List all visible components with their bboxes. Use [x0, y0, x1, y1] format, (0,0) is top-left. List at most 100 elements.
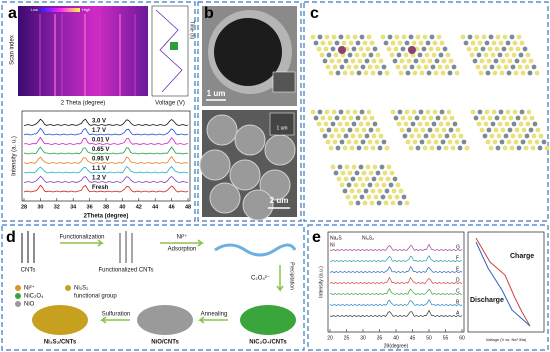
x-tick-label: 50: [426, 335, 432, 341]
atom: [498, 40, 504, 46]
atom: [499, 70, 505, 76]
xrd-curve: [23, 184, 189, 193]
atom: [387, 194, 393, 200]
atom: [466, 46, 472, 52]
atom: [383, 200, 389, 206]
time-label: Time (h): [189, 21, 195, 40]
atom: [513, 139, 519, 145]
atom: [324, 109, 330, 115]
heatmap-x-label: 2 Theta (degree): [61, 101, 106, 107]
atom: [528, 127, 534, 133]
atom: [503, 133, 509, 139]
atom: [531, 133, 537, 139]
atom: [381, 182, 387, 188]
atom: [521, 58, 527, 64]
functionalized-label: Functionalized CNTs: [98, 268, 153, 274]
atom: [342, 70, 348, 76]
sphere: [242, 189, 274, 221]
panel-label: e: [312, 229, 321, 246]
atom: [345, 34, 351, 40]
atom: [361, 127, 367, 133]
atom: [335, 70, 341, 76]
atom: [352, 34, 358, 40]
atom: [345, 109, 351, 115]
atom: [375, 127, 381, 133]
legend-high: High: [82, 7, 90, 12]
x-tick-label: 60: [459, 335, 465, 341]
atom: [479, 127, 485, 133]
atom: [340, 127, 346, 133]
atom: [434, 127, 440, 133]
atom: [366, 34, 372, 40]
atom: [378, 133, 384, 139]
atom: [477, 109, 483, 115]
atom: [506, 70, 512, 76]
atom: [449, 115, 455, 121]
atom: [361, 52, 367, 58]
heatmap-stripes: [39, 14, 136, 96]
atom: [382, 170, 388, 176]
atom: [415, 145, 421, 151]
atom: [330, 164, 336, 170]
xrd-curve: [329, 243, 463, 252]
atom: [365, 121, 371, 127]
atom: [421, 46, 427, 52]
atom: [437, 133, 443, 139]
atom: [391, 188, 397, 194]
atom: [444, 64, 450, 70]
atom: [359, 194, 365, 200]
xrd-x-label: 2Theta (degree): [84, 214, 129, 220]
atom: [370, 70, 376, 76]
atom: [445, 121, 451, 127]
atom: [400, 46, 406, 52]
x-tick-label: 55: [443, 335, 449, 341]
atom: [516, 145, 522, 151]
atom: [451, 64, 457, 70]
atom: [357, 176, 363, 182]
atom: [378, 176, 384, 182]
atom: [444, 133, 450, 139]
atom: [349, 188, 355, 194]
atom: [354, 52, 360, 58]
atom: [327, 40, 333, 46]
curve-label: Fresh: [92, 185, 109, 191]
atom: [495, 34, 501, 40]
atom: [500, 58, 506, 64]
atom: [470, 109, 476, 115]
atom: [426, 139, 432, 145]
atom: [385, 176, 391, 182]
atom: [409, 64, 415, 70]
panel-label: c: [310, 5, 319, 22]
voltage-axes: [467, 231, 545, 333]
x-tick-label: 30: [37, 204, 43, 210]
atom: [531, 64, 537, 70]
atom: [350, 133, 356, 139]
atom: [409, 133, 415, 139]
atom: [416, 133, 422, 139]
atom: [496, 64, 502, 70]
atom: [331, 34, 337, 40]
atom: [369, 40, 375, 46]
atom: [522, 46, 528, 52]
atom: [408, 46, 416, 54]
atom: [366, 109, 372, 115]
atom: [364, 133, 370, 139]
atom: [386, 164, 392, 170]
atom: [425, 40, 431, 46]
atom: [497, 121, 503, 127]
atom: [518, 52, 524, 58]
atom: [357, 133, 363, 139]
atom: [384, 70, 390, 76]
atom: [364, 176, 370, 182]
atom: [356, 188, 362, 194]
crystal-structures: [310, 34, 550, 206]
atom: [510, 133, 516, 139]
atom: [367, 139, 373, 145]
atom: [423, 133, 429, 139]
atom: [333, 127, 339, 133]
product-label: Ni₃S₂/CNTs: [44, 340, 77, 346]
atom: [524, 64, 530, 70]
step-label: Precipitation: [289, 262, 295, 290]
atom: [435, 115, 441, 121]
x-tick-label: 44: [152, 204, 159, 210]
